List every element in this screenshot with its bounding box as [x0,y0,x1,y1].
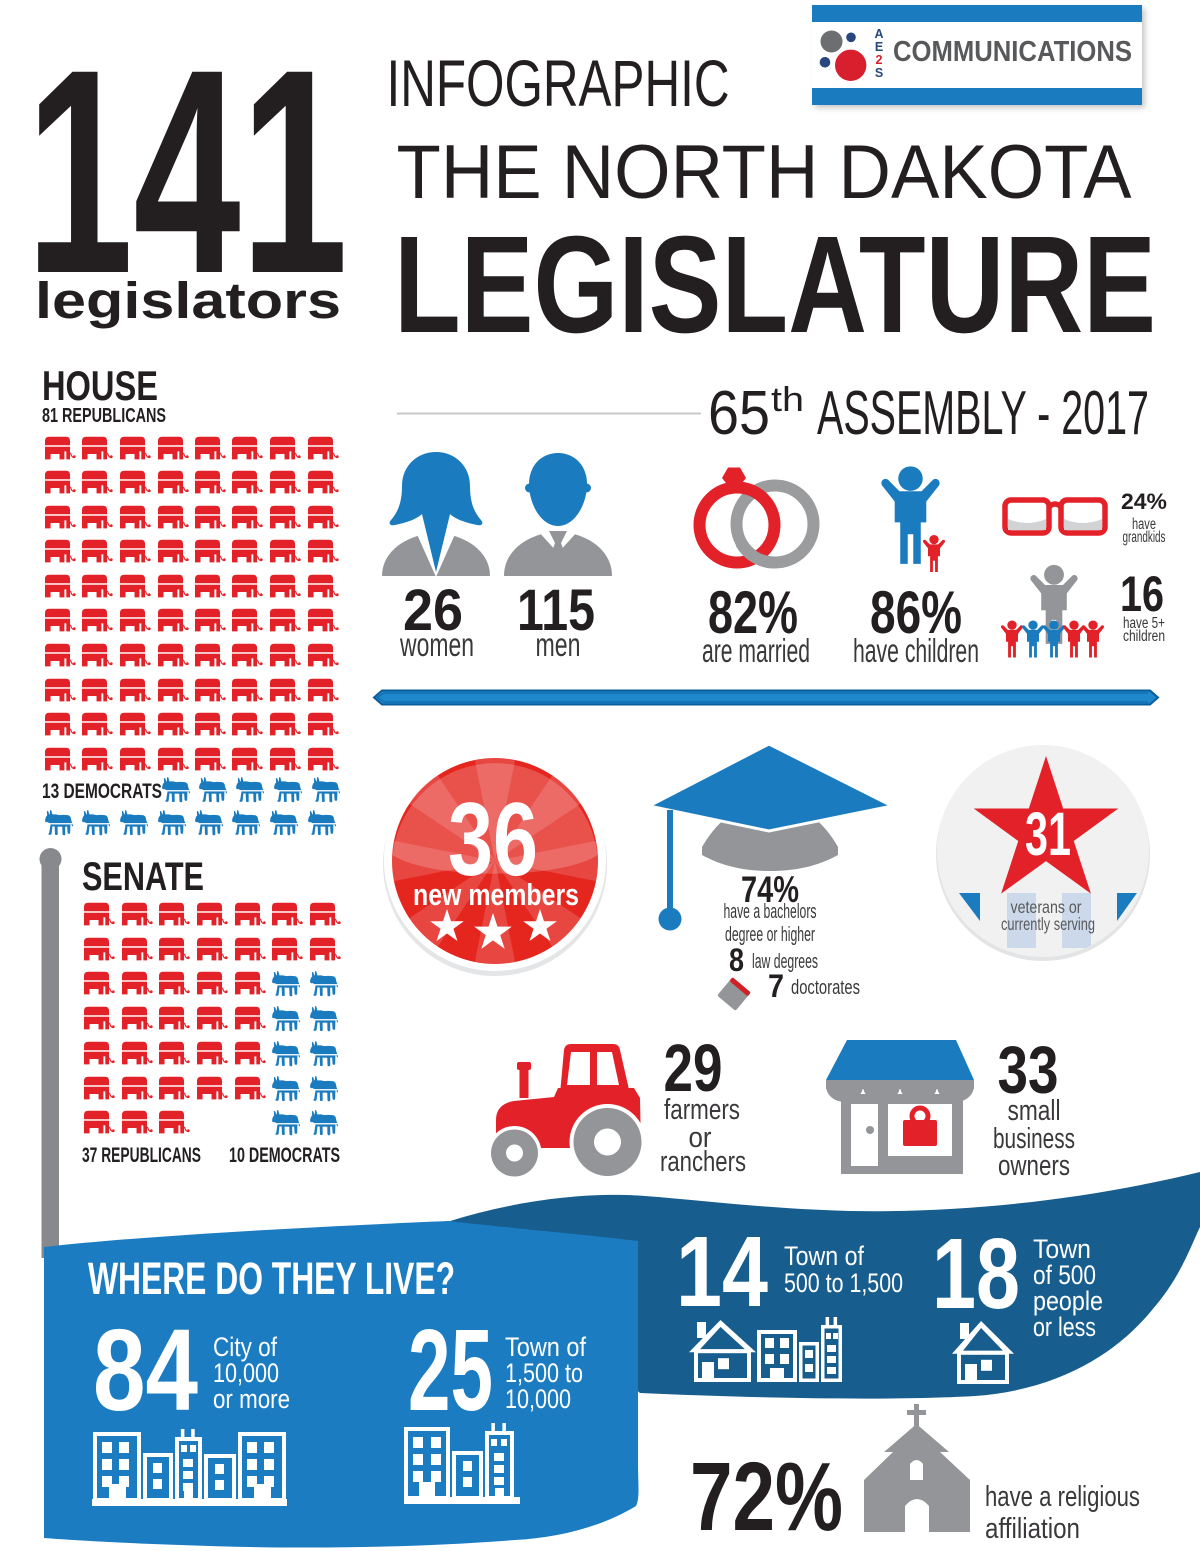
svg-text:degree or higher: degree or higher [725,924,815,946]
svg-text:of 500: of 500 [1033,1260,1096,1290]
svg-text:veterans or: veterans or [1011,897,1082,917]
svg-text:THE NORTH DAKOTA: THE NORTH DAKOTA [397,130,1132,215]
svg-text:16: 16 [1120,566,1164,622]
svg-text:people: people [1033,1286,1103,1316]
svg-text:owners: owners [998,1150,1070,1182]
svg-text:or: or [689,1122,712,1154]
svg-text:LEGISLATURE: LEGISLATURE [394,208,1156,362]
svg-text:have children: have children [853,632,979,669]
svg-text:small: small [1008,1095,1061,1127]
svg-text:1,500 to: 1,500 to [505,1358,583,1388]
svg-text:E: E [875,40,883,54]
svg-text:ranchers: ranchers [660,1146,746,1178]
svg-text:women: women [399,626,474,663]
svg-text:26: 26 [403,578,463,643]
svg-text:10,000: 10,000 [505,1384,571,1414]
svg-text:have 5+: have 5+ [1123,615,1165,632]
svg-text:INFOGRAPHIC: INFOGRAPHIC [387,46,730,120]
svg-text:29: 29 [664,1031,723,1106]
svg-text:S: S [875,66,883,80]
svg-text:Town of: Town of [505,1332,586,1362]
svg-text:have a bachelors: have a bachelors [724,901,817,923]
svg-text:10,000: 10,000 [213,1358,279,1388]
svg-text:WHERE DO THEY LIVE?: WHERE DO THEY LIVE? [88,1253,455,1304]
svg-text:37 REPUBLICANS: 37 REPUBLICANS [82,1144,201,1167]
svg-text:2: 2 [876,53,883,67]
svg-text:18: 18 [932,1218,1020,1330]
svg-text:36: 36 [448,782,538,898]
svg-text:8: 8 [729,942,744,978]
svg-text:have a religious: have a religious [985,1481,1140,1513]
svg-text:141: 141 [26,9,348,334]
svg-text:10 DEMOCRATS: 10 DEMOCRATS [229,1144,340,1167]
svg-text:affiliation: affiliation [985,1513,1080,1545]
svg-text:farmers: farmers [664,1094,740,1126]
svg-text:65: 65 [708,379,770,448]
svg-text:legislators: legislators [35,272,341,329]
svg-text:HOUSE: HOUSE [42,362,158,409]
svg-text:86%: 86% [870,579,962,646]
svg-text:new members: new members [413,877,579,912]
svg-text:business: business [993,1123,1075,1155]
svg-text:31: 31 [1025,800,1071,868]
svg-text:24%: 24% [1121,489,1167,514]
svg-text:13 DEMOCRATS: 13 DEMOCRATS [42,780,162,803]
svg-text:men: men [536,626,581,663]
svg-text:City of: City of [213,1332,277,1362]
svg-text:72%: 72% [690,1442,843,1551]
svg-text:ASSEMBLY - 2017: ASSEMBLY - 2017 [817,379,1149,448]
svg-text:doctorates: doctorates [791,977,860,999]
svg-text:COMMUNICATIONS: COMMUNICATIONS [893,36,1132,68]
svg-text:grandkids: grandkids [1123,529,1166,546]
svg-text:law degrees: law degrees [752,951,818,973]
svg-text:74%: 74% [741,869,799,910]
svg-text:children: children [1123,628,1165,645]
svg-text:A: A [874,27,883,41]
svg-text:th: th [771,381,804,419]
svg-text:or more: or more [213,1384,290,1414]
svg-text:25: 25 [408,1305,493,1435]
svg-text:14: 14 [676,1216,768,1328]
svg-text:84: 84 [93,1305,198,1435]
svg-text:currently serving: currently serving [1001,914,1095,934]
svg-text:33: 33 [998,1033,1059,1108]
svg-text:82%: 82% [708,579,798,646]
svg-text:Town of: Town of [784,1241,864,1271]
svg-text:81 REPUBLICANS: 81 REPUBLICANS [42,405,166,427]
svg-text:are married: are married [702,632,810,669]
svg-text:SENATE: SENATE [82,855,204,899]
svg-text:115: 115 [517,578,595,643]
svg-text:or less: or less [1033,1312,1096,1342]
svg-text:500 to 1,500: 500 to 1,500 [784,1268,903,1298]
svg-text:have: have [1132,516,1156,533]
svg-text:Town: Town [1033,1234,1091,1264]
svg-text:7: 7 [768,968,784,1004]
